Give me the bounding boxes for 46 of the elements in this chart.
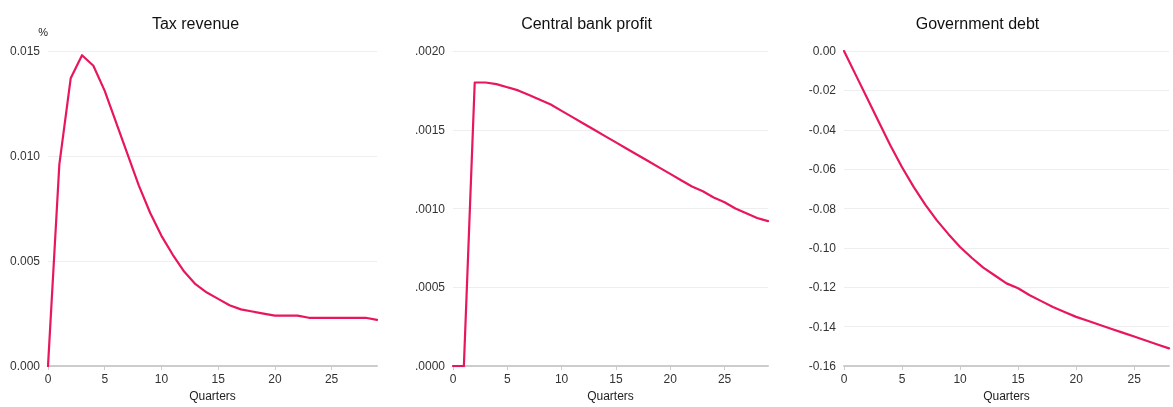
y-tick-label: -0.02 <box>808 83 837 98</box>
y-tick-label: 0.015 <box>9 44 41 58</box>
x-tick-label: 20 <box>268 372 282 387</box>
line-series <box>451 81 770 368</box>
x-axis-title: Quarters <box>587 389 634 403</box>
y-tick-label: -0.12 <box>808 280 837 295</box>
x-tick-label: 10 <box>953 372 968 387</box>
x-tick-label: 5 <box>503 372 511 387</box>
x-tick-label: 0 <box>840 372 848 387</box>
y-tick-label: -0.16 <box>808 359 837 374</box>
chart-title: Government debt <box>915 14 1040 32</box>
y-tick-label: -0.06 <box>808 162 837 177</box>
y-axis-title: % <box>38 25 49 38</box>
x-tick-label: 0 <box>449 372 457 387</box>
x-tick-label: 25 <box>1127 372 1142 387</box>
x-tick-label: 10 <box>154 372 169 387</box>
line-series <box>46 54 379 368</box>
x-tick-label: 5 <box>898 372 906 387</box>
x-tick-label: 15 <box>609 372 623 387</box>
x-axis-title: Quarters <box>189 389 236 403</box>
chart-title: Central bank profit <box>521 14 653 32</box>
x-tick-label: 20 <box>1069 372 1084 387</box>
y-tick-label: .0015 <box>414 122 446 137</box>
x-tick-label: 10 <box>554 372 569 387</box>
line-series <box>842 49 1171 350</box>
x-tick-label: 25 <box>717 372 732 387</box>
y-tick-label: -0.14 <box>808 319 837 334</box>
chart-title: Tax revenue <box>151 14 240 32</box>
y-tick-label: .0000 <box>414 359 446 374</box>
y-tick-label: .0020 <box>414 44 446 58</box>
x-tick-label: 15 <box>1011 372 1026 387</box>
x-tick-label: 25 <box>324 372 339 387</box>
x-tick-label: 15 <box>211 372 226 387</box>
y-tick-label: -0.04 <box>808 122 837 137</box>
y-tick-label: 0.010 <box>9 149 41 164</box>
y-tick-label: 0.00 <box>812 44 837 58</box>
y-tick-label: 0.000 <box>9 359 41 374</box>
x-tick-label: 5 <box>101 372 109 387</box>
x-tick-label: 20 <box>663 372 678 387</box>
x-tick-label: 0 <box>44 372 52 387</box>
y-tick-label: 0.005 <box>9 254 41 269</box>
y-tick-label: -0.10 <box>808 240 837 255</box>
x-axis-title: Quarters <box>983 389 1030 403</box>
y-tick-label: .0010 <box>414 201 446 216</box>
y-tick-label: -0.08 <box>808 201 837 216</box>
y-tick-label: .0005 <box>414 280 446 295</box>
